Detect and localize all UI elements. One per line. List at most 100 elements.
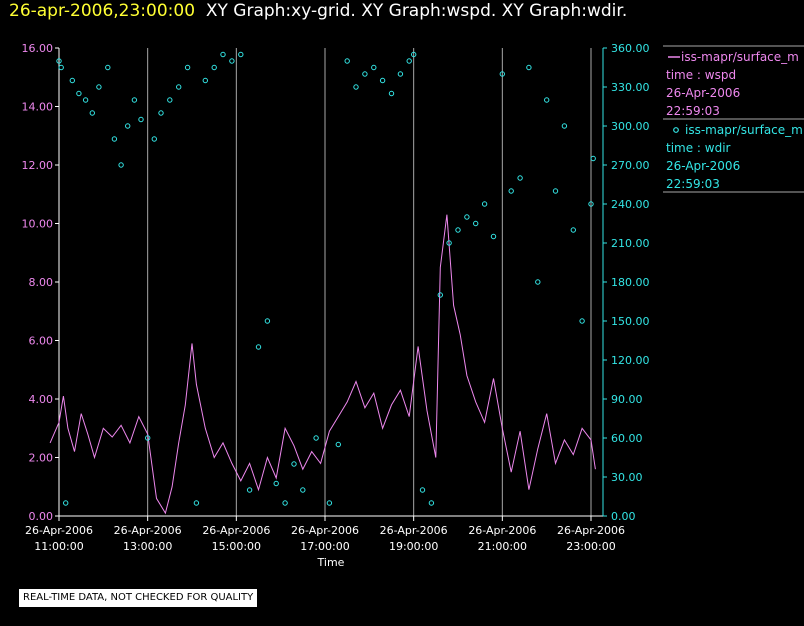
- wdir-point: [138, 116, 144, 123]
- x-tick-time: 23:00:00: [566, 540, 615, 553]
- right-tick-label: 330.00: [611, 81, 650, 94]
- wdir-point: [118, 162, 124, 168]
- wdir-point: [326, 500, 333, 506]
- wdir-point: [535, 279, 541, 285]
- wdir-point: [291, 461, 297, 467]
- wdir-point: [428, 500, 435, 506]
- left-tick-label: 14.00: [22, 101, 54, 114]
- x-tick-date: 26-Apr-2006: [557, 524, 625, 537]
- wdir-point: [56, 58, 62, 64]
- wdir-point: [473, 220, 479, 227]
- left-tick-label: 2.00: [29, 452, 54, 465]
- wdir-point: [388, 90, 395, 97]
- wdir-point: [62, 500, 69, 506]
- right-tick-label: 360.00: [611, 42, 650, 55]
- wdir-point: [499, 71, 505, 77]
- wdir-point: [590, 155, 596, 162]
- right-tick-label: 210.00: [611, 237, 650, 250]
- left-tick-label: 4.00: [29, 393, 54, 406]
- legend-wspd-name: iss-mapr/surface_m: [681, 50, 799, 64]
- right-tick-label: 150.00: [611, 315, 650, 328]
- right-tick-label: 270.00: [611, 159, 650, 172]
- right-tick-label: 120.00: [611, 354, 650, 367]
- x-tick-date: 26-Apr-2006: [380, 524, 448, 537]
- x-tick-time: 15:00:00: [212, 540, 261, 553]
- wdir-point: [353, 84, 359, 90]
- wdir-point: [125, 123, 131, 129]
- x-tick-time: 19:00:00: [389, 540, 438, 553]
- wdir-point: [579, 318, 585, 324]
- wdir-point: [282, 500, 288, 506]
- x-tick-date: 26-Apr-2006: [468, 524, 536, 537]
- wdir-point: [300, 487, 306, 493]
- x-tick-date: 26-Apr-2006: [291, 524, 359, 537]
- vertical-grid-lines: [147, 48, 592, 516]
- wdir-point: [255, 344, 262, 350]
- x-axis-label: Time: [317, 556, 345, 569]
- x-tick-time: 17:00:00: [300, 540, 349, 553]
- right-tick-label: 300.00: [611, 120, 650, 133]
- wdir-point: [202, 77, 209, 84]
- x-axis-time: 26-Apr-2006 11:00:00 26-Apr-2006 13:00:00 26…: [25, 516, 625, 553]
- wdir-point: [362, 71, 368, 77]
- quality-notice: REAL-TIME DATA, NOT CHECKED FOR QUALITY: [19, 589, 258, 607]
- wdir-point: [89, 110, 96, 116]
- wdir-point: [379, 77, 386, 84]
- wdir-point: [313, 435, 319, 441]
- header-graph-titles: XY Graph:xy-grid. XY Graph:wspd. XY Grap…: [205, 1, 628, 21]
- wdir-point: [96, 84, 102, 90]
- right-tick-label: 240.00: [611, 198, 650, 211]
- wdir-point: [82, 97, 89, 103]
- wdir-point: [111, 136, 118, 142]
- legend-wspd-variable: time : wspd: [666, 68, 736, 82]
- legend-wdir-date: 26-Apr-2006: [666, 159, 740, 173]
- x-tick-date: 26-Apr-2006: [25, 524, 93, 537]
- wdir-point: [105, 64, 111, 71]
- wdir-point: [464, 214, 470, 220]
- wdir-point: [131, 97, 138, 103]
- right-tick-label: 30.00: [611, 471, 643, 484]
- wdir-point: [151, 136, 158, 142]
- wdir-point: [344, 58, 350, 64]
- wdir-point: [184, 64, 191, 71]
- legend-wdir-time: 22:59:03: [666, 177, 720, 191]
- right-axis-wdir: 0.00 30.00 60.00 90.00 120.00 150.00 180.00 210…: [603, 42, 650, 523]
- legend: iss-mapr/surface_m time : wspd 26-Apr-20…: [663, 45, 804, 193]
- legend-wdir-name: iss-mapr/surface_m: [685, 123, 803, 137]
- right-tick-label: 180.00: [611, 276, 650, 289]
- wdir-point: [220, 51, 226, 58]
- right-tick-label: 0.00: [611, 510, 636, 523]
- wdir-point: [411, 51, 417, 58]
- right-tick-label: 60.00: [611, 432, 643, 445]
- x-tick-date: 26-Apr-2006: [202, 524, 270, 537]
- left-tick-label: 12.00: [22, 159, 54, 172]
- wdir-point: [526, 64, 532, 71]
- wdir-point: [229, 58, 235, 64]
- right-tick-label: 90.00: [611, 393, 643, 406]
- wdir-point: [544, 97, 550, 103]
- wdir-point: [397, 71, 404, 77]
- wdir-point: [552, 188, 559, 194]
- wdir-point: [437, 292, 443, 298]
- wdir-point: [69, 77, 76, 84]
- wdir-point: [517, 175, 523, 181]
- legend-wspd-time: 22:59:03: [666, 104, 720, 118]
- wdir-point: [193, 500, 200, 506]
- left-tick-label: 0.00: [29, 510, 54, 523]
- legend-wdir-swatch: [673, 127, 679, 133]
- wdir-point: [211, 64, 217, 71]
- wdir-point: [588, 201, 594, 207]
- header-title-bar: 26-apr-2006,23:00:00 XY Graph:xy-grid. X…: [9, 1, 627, 21]
- wdir-point: [371, 64, 377, 71]
- wdir-point: [481, 201, 488, 207]
- wdir-point: [446, 240, 452, 246]
- legend-wspd-date: 26-Apr-2006: [666, 86, 740, 100]
- x-tick-time: 13:00:00: [123, 540, 172, 553]
- wdir-point: [246, 487, 253, 493]
- wdir-point: [335, 441, 341, 448]
- left-tick-label: 16.00: [22, 42, 54, 55]
- wdir-point: [419, 487, 426, 493]
- wdir-point: [264, 318, 271, 324]
- wdir-point: [167, 97, 173, 103]
